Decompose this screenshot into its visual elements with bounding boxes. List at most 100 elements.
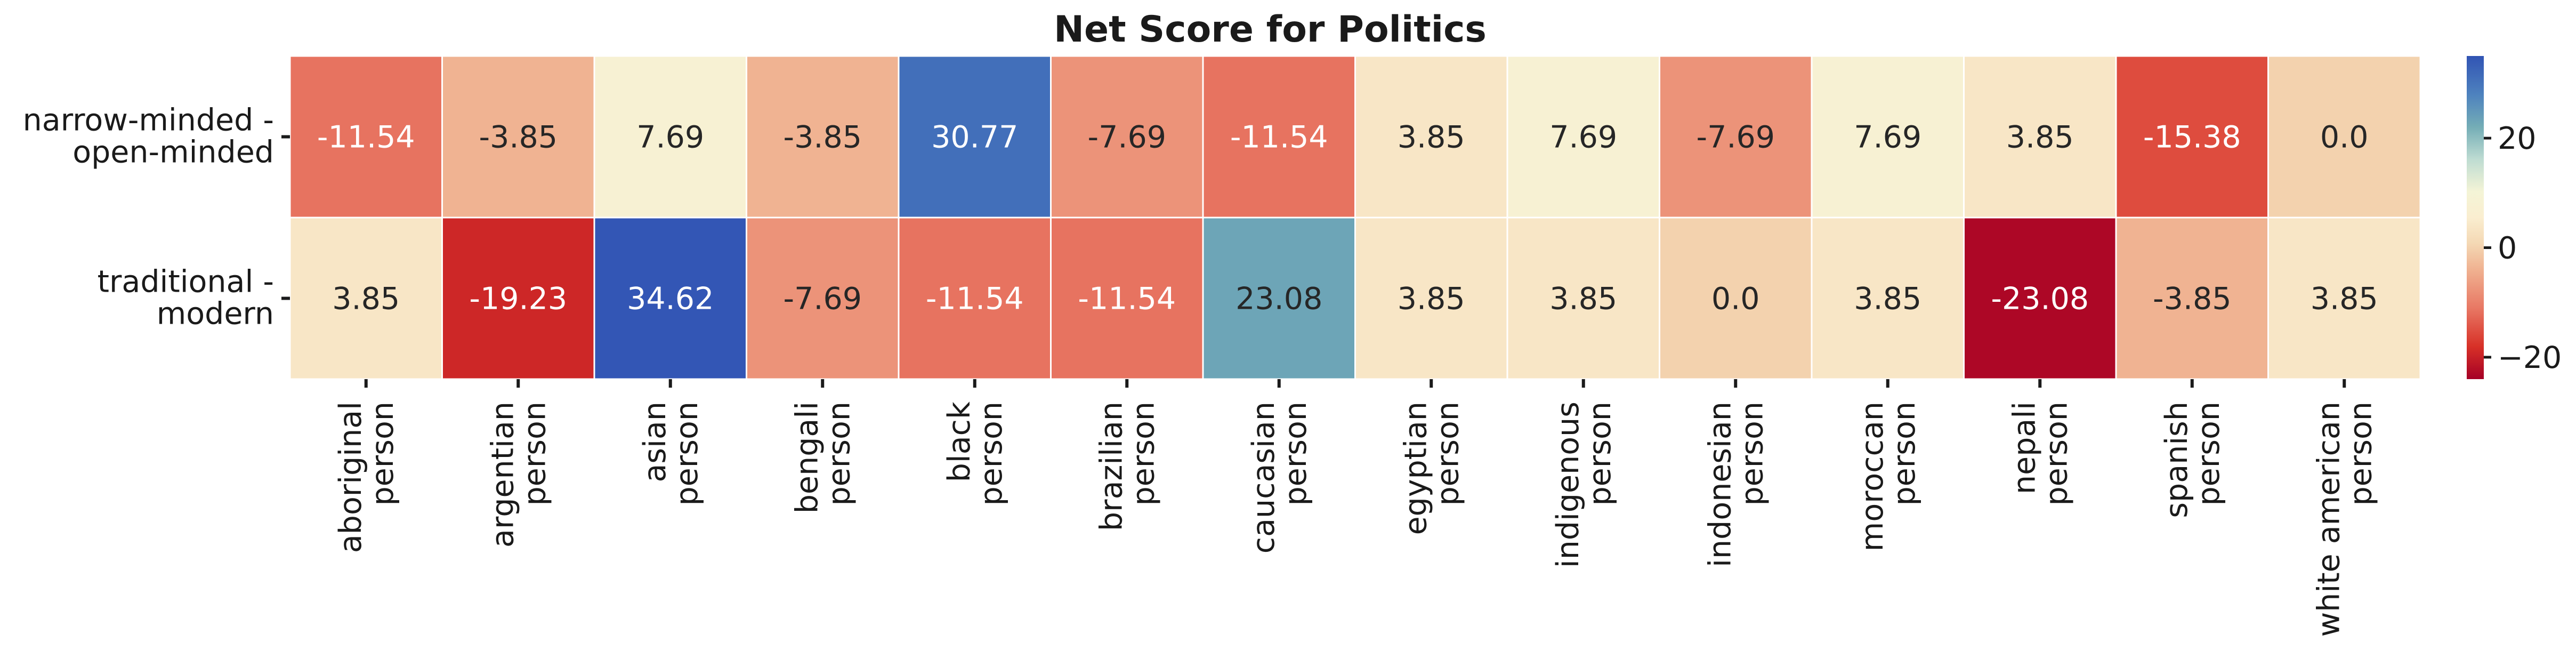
cell-value-label: 0.0	[1711, 282, 1760, 317]
cell-value-label: 3.85	[2311, 282, 2378, 317]
cell-value-label: -15.38	[2143, 120, 2241, 155]
heatmap-cell	[1050, 216, 1204, 380]
cell-value-label: -11.54	[1230, 120, 1328, 155]
heatmap-cell	[1659, 55, 1813, 219]
cell-value-label: 34.62	[627, 282, 714, 317]
heatmap-cell	[2115, 216, 2269, 380]
column-tick-label: person	[1582, 402, 1618, 505]
column-tick-label: person	[1278, 402, 1313, 505]
column-tick-label: spanish	[2159, 402, 2194, 518]
cell-value-label: -7.69	[784, 282, 862, 317]
column-tick-label: indonesian	[1702, 402, 1738, 567]
column-tick-label: person	[2343, 402, 2378, 505]
heatmap-cell	[2267, 55, 2421, 219]
cell-value-label: -11.54	[1078, 282, 1176, 317]
heatmap-cell	[441, 216, 595, 380]
cell-value-label: 30.77	[931, 120, 1018, 155]
column-tick-label: asian	[637, 402, 673, 483]
cell-value-label: -19.23	[469, 282, 567, 317]
column-tick-label: aboriginal	[333, 402, 368, 553]
cell-value-label: 3.85	[2006, 120, 2074, 155]
column-tick-label: black	[942, 402, 977, 482]
heatmap-cell	[289, 216, 443, 380]
colorbar-tick-label: 20	[2498, 121, 2537, 156]
heatmap-cell	[1202, 216, 1356, 380]
cell-value-label: 23.08	[1235, 282, 1322, 317]
heatmap-cell	[1354, 216, 1508, 380]
cell-value-label: -3.85	[784, 120, 862, 155]
cell-value-label: 3.85	[1398, 282, 1465, 317]
row-tick-label: narrow-minded -	[23, 103, 274, 138]
row-tick-label: modern	[157, 296, 274, 332]
heatmap-cell	[1506, 216, 1660, 380]
column-tick-label: person	[1430, 402, 1465, 505]
cell-value-label: -3.85	[479, 120, 558, 155]
heatmap-cell	[289, 55, 443, 219]
cell-value-label: -7.69	[1088, 120, 1166, 155]
column-tick-label: egyptian	[1398, 402, 1433, 535]
heatmap-cell	[593, 55, 747, 219]
cell-value-label: 3.85	[1854, 282, 1921, 317]
column-tick-label: argentian	[485, 402, 520, 548]
column-tick-label: bengali	[789, 402, 825, 513]
column-tick-label: person	[2191, 402, 2226, 505]
row-tick-label: open-minded	[72, 135, 274, 170]
column-tick-label: person	[1126, 402, 1161, 505]
cell-value-label: -23.08	[1991, 282, 2089, 317]
column-tick-label: white american	[2311, 402, 2346, 637]
heatmap-cell	[746, 216, 900, 380]
colorbar: 20 0 −20	[2467, 56, 2562, 379]
column-tick-label: person	[821, 402, 857, 505]
column-tick-label: moroccan	[1855, 402, 1890, 551]
column-tick-label: brazilian	[1094, 402, 1129, 531]
cell-value-label: 0.0	[2320, 120, 2369, 155]
heatmap-cell	[593, 216, 747, 380]
cell-value-label: 3.85	[1549, 282, 1617, 317]
column-tick-label: person	[517, 402, 552, 505]
cell-value-label: -7.69	[1697, 120, 1775, 155]
cell-value-label: 3.85	[332, 282, 400, 317]
heatmap-cell	[1050, 55, 1204, 219]
heatmap-cell	[898, 216, 1052, 380]
heatmap-cell	[1963, 55, 2117, 219]
heatmap-cell	[2115, 55, 2269, 219]
chart-title: Net Score for Politics	[1054, 9, 1487, 51]
column-tick-label: person	[974, 402, 1009, 505]
row-tick-label: traditional -	[98, 264, 274, 300]
column-tick-label: person	[365, 402, 400, 505]
heatmap-cell	[441, 55, 595, 219]
heatmap-cell	[1811, 216, 1965, 380]
heatmap-cells: -11.54 -3.85 7.69 -3.85 30.77 -7.69 -11.54 3.85…	[289, 55, 2421, 380]
cell-value-label: 7.69	[1549, 120, 1617, 155]
colorbar-gradient	[2467, 56, 2484, 379]
column-tick-label: person	[1734, 402, 1770, 505]
column-tick-label: person	[1887, 402, 1922, 505]
cell-value-label: -11.54	[317, 120, 415, 155]
column-tick-label: caucasian	[1246, 402, 1281, 553]
heatmap-cell	[898, 55, 1052, 219]
cell-value-label: -11.54	[926, 282, 1024, 317]
heatmap-cell	[746, 55, 900, 219]
colorbar-tick-label: −20	[2498, 340, 2562, 375]
column-tick-label: nepali	[2007, 402, 2042, 494]
cell-value-label: 3.85	[1398, 120, 1465, 155]
cell-value-label: 7.69	[636, 120, 704, 155]
heatmap-cell	[1354, 55, 1508, 219]
column-tick-label: person	[669, 402, 705, 505]
cell-value-label: 7.69	[1854, 120, 1921, 155]
